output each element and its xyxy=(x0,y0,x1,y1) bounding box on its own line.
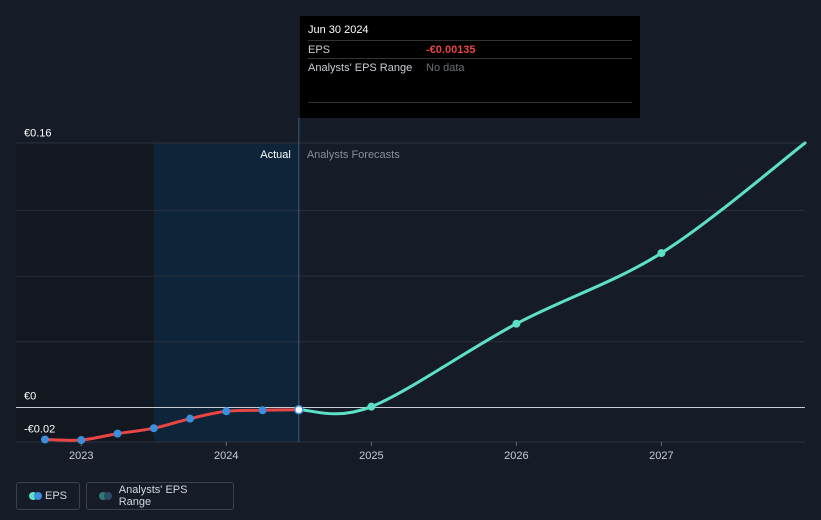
legend-eps-label: EPS xyxy=(44,490,67,502)
series-layer xyxy=(41,141,807,445)
tooltip-range-row: Analysts' EPS Range No data xyxy=(308,58,632,76)
legend-range-label: Analysts' EPS Range xyxy=(118,484,188,508)
tooltip-eps-row: EPS -€0.00135 xyxy=(308,40,632,58)
eps-actual-point xyxy=(222,407,231,416)
tooltip-range-label: Analysts' EPS Range xyxy=(308,61,413,74)
eps-actual-point xyxy=(41,435,50,444)
actual-label: Actual xyxy=(260,149,291,161)
past-year-shade xyxy=(153,143,299,442)
tooltip: Jun 30 2024 EPS -€0.00135 Analysts' EPS … xyxy=(300,16,640,118)
eps-actual-point xyxy=(113,429,122,438)
y-tick-label: €0.16 xyxy=(24,128,52,140)
eps-legend-icon xyxy=(29,492,42,500)
history-shade xyxy=(16,143,154,442)
eps-forecast-point xyxy=(367,402,376,411)
tooltip-eps-value: -€0.00135 xyxy=(426,43,476,56)
x-tick-label: 2026 xyxy=(504,450,528,462)
y-tick-label: -€0.02 xyxy=(24,423,55,435)
eps-forecast-line xyxy=(297,141,807,416)
tooltip-range-value: No data xyxy=(426,61,465,74)
x-axis: 2023 2024 2025 2026 2027 xyxy=(69,442,674,462)
x-tick-label: 2024 xyxy=(214,450,238,462)
x-tick-label: 2027 xyxy=(649,450,673,462)
forecast-label: Analysts Forecasts xyxy=(307,149,400,161)
tooltip-divider xyxy=(308,102,632,103)
eps-actual-point xyxy=(149,424,158,433)
legend-eps-range[interactable]: Analysts' EPS Range xyxy=(86,482,234,510)
x-tick-label: 2023 xyxy=(69,450,93,462)
gridlines xyxy=(16,142,805,443)
tooltip-eps-label: EPS xyxy=(308,43,331,56)
legend-eps[interactable]: EPS xyxy=(16,482,80,510)
eps-forecast-point xyxy=(512,319,521,328)
eps-actual-point xyxy=(258,406,267,415)
range-legend-icon xyxy=(99,492,113,500)
eps-actual-point xyxy=(77,436,86,445)
y-axis: €0.16 €0 -€0.02 xyxy=(24,128,55,436)
x-tick-label: 2025 xyxy=(359,450,383,462)
tooltip-date: Jun 30 2024 xyxy=(308,24,369,36)
y-tick-label: €0 xyxy=(24,391,36,403)
eps-actual-point xyxy=(294,404,304,415)
eps-forecast-point xyxy=(657,249,666,258)
eps-actual-point xyxy=(186,414,195,423)
